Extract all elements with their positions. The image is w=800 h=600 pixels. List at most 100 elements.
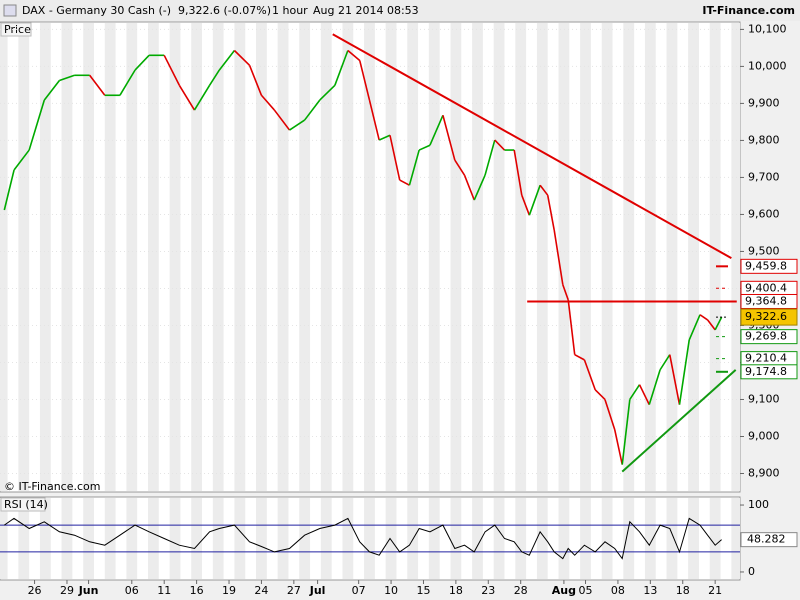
x-tick-label: 10 — [384, 584, 398, 597]
x-tick-label: 19 — [222, 584, 236, 597]
stripe — [39, 498, 51, 579]
price-segment — [613, 429, 624, 465]
y-tick-label: 10,100 — [748, 22, 787, 35]
price-segment — [678, 339, 691, 405]
stripe — [277, 23, 289, 491]
x-tick-label: Jul — [309, 584, 326, 597]
stripe — [212, 23, 224, 491]
rsi-line — [4, 517, 722, 560]
price-segment — [89, 74, 106, 96]
price-segment — [539, 184, 549, 196]
level-label: 9,459.8 — [745, 259, 787, 272]
x-tick-label: 26 — [28, 584, 42, 597]
stripe — [407, 498, 419, 579]
x-tick-label: 11 — [157, 584, 171, 597]
stripe — [39, 23, 51, 491]
price-segment — [583, 359, 596, 391]
x-tick-label: 18 — [676, 584, 690, 597]
x-tick-label: 07 — [352, 584, 366, 597]
label-box — [0, 497, 46, 512]
level-label: 9,269.8 — [745, 330, 787, 343]
price-segment — [3, 169, 15, 211]
title-bar — [0, 0, 800, 21]
stripe — [342, 23, 354, 491]
stripe — [688, 498, 699, 579]
stripe — [342, 498, 354, 579]
stripe — [299, 23, 311, 491]
stripe — [493, 23, 505, 491]
trendline — [332, 33, 732, 259]
stripe — [536, 498, 548, 579]
stripe — [558, 498, 570, 579]
current-label: 9,322.6 — [745, 310, 787, 323]
x-tick-label: Aug — [552, 584, 576, 597]
stripe — [277, 498, 289, 579]
level-label: 9,364.8 — [745, 294, 787, 307]
stripe — [83, 23, 94, 491]
price-segment — [699, 314, 709, 321]
x-tick-label: 29 — [60, 584, 74, 597]
price-segment — [28, 99, 46, 151]
price-segment — [289, 119, 306, 131]
x-tick-label: 15 — [416, 584, 430, 597]
y-tick-label: 9,700 — [748, 170, 780, 183]
x-tick-label: 21 — [708, 584, 722, 597]
price-segment — [208, 69, 220, 86]
stripe — [320, 498, 332, 579]
stripe — [450, 498, 462, 579]
price-segment — [334, 50, 349, 86]
price-segment — [629, 384, 641, 400]
current-box — [740, 532, 798, 548]
price-segment — [218, 50, 236, 71]
stripe — [104, 498, 116, 579]
price-segment — [399, 179, 410, 186]
stripe — [580, 23, 591, 491]
price-segment — [319, 84, 336, 101]
current-label: 48.282 — [747, 533, 786, 546]
price-segment — [463, 174, 475, 201]
y-tick-label: 0 — [748, 565, 755, 578]
stripe — [83, 498, 94, 579]
price-segment — [574, 353, 585, 361]
stripe — [191, 498, 203, 579]
stripe — [0, 498, 8, 579]
price-segment — [368, 99, 380, 141]
price-segment — [668, 354, 681, 405]
price-segment — [659, 354, 671, 371]
level-box — [740, 364, 798, 380]
panel-label: Price — [4, 23, 31, 36]
stripe — [234, 498, 246, 579]
y-tick-label: 9,800 — [748, 133, 780, 146]
stripe — [126, 498, 138, 579]
stripe — [515, 23, 527, 491]
level-box — [740, 258, 798, 274]
stripe — [169, 23, 181, 491]
stripe — [169, 498, 181, 579]
stripe — [580, 498, 591, 579]
level-label: 9,400.4 — [745, 281, 787, 294]
stripe — [61, 498, 73, 579]
stripe — [61, 23, 73, 491]
price-segment — [513, 149, 523, 196]
brand: IT-Finance.com — [702, 4, 795, 17]
stripe — [709, 23, 721, 491]
y-tick-label: 9,900 — [748, 96, 780, 109]
price-segment — [59, 74, 75, 82]
price-segment — [233, 49, 251, 66]
stripe — [666, 23, 678, 491]
price-segment — [688, 314, 701, 341]
stripe — [731, 23, 740, 491]
stripe — [256, 23, 267, 491]
price-segment — [494, 139, 506, 151]
price-segment — [521, 194, 531, 216]
stripe — [148, 498, 159, 579]
stripe — [558, 23, 570, 491]
price-segment — [408, 149, 420, 186]
price-segment — [178, 84, 196, 111]
stripe — [688, 23, 699, 491]
price-segment — [473, 174, 486, 201]
watermark: © IT-Finance.com — [4, 480, 101, 493]
price-segment — [193, 84, 211, 111]
stripe — [601, 23, 613, 491]
price-segment — [567, 299, 576, 355]
